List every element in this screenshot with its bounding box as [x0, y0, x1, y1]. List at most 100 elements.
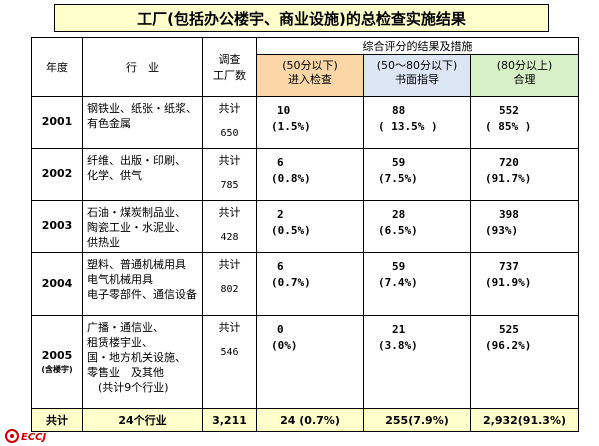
industry-cell: 钢铁业、纸张・纸浆、 有色金属 — [82, 96, 203, 149]
year-value: 2002 — [41, 167, 73, 180]
year-cell: 2003 — [31, 200, 83, 253]
table-row: 2001 钢铁业、纸张・纸浆、 有色金属 共计 650 10 (1.5%) 88 ( 13.5%… — [31, 96, 579, 149]
count-value: 785 — [220, 180, 239, 191]
header-col1-line2: 进入检查 — [288, 73, 332, 86]
reasonable-percent: (93%) — [485, 224, 519, 237]
inspection-cell: 10 (1.5%) — [256, 96, 364, 149]
count-label: 共计 — [218, 102, 241, 115]
industry-line: 电子零部件、通信设备 — [87, 288, 197, 301]
inspection-count: 2 — [277, 208, 284, 221]
industry-cell: 广播・通信业、 租赁楼宇业、国・地方机关设施、 零售业 及其他 (共计9个行业) — [82, 315, 203, 409]
total-industry: 24个行业 — [82, 408, 203, 432]
header-col2-line2: 书面指导 — [395, 73, 439, 86]
reasonable-percent: (91.7%) — [485, 172, 532, 185]
count-cell: 共计 650 — [202, 96, 257, 149]
header-year: 年度 — [31, 37, 83, 97]
total-inspection: 24 (0.7%) — [256, 408, 364, 432]
year-value: 2004 — [41, 276, 73, 290]
inspection-percent: (0.8%) — [271, 172, 311, 185]
count-label: 共计 — [218, 258, 241, 271]
header-col3-line1: (80分以上) — [496, 59, 553, 72]
reasonable-percent: (91.9%) — [485, 276, 532, 289]
header-col3-line2: 合理 — [513, 73, 536, 86]
industry-line: (共计9个行业) — [87, 381, 169, 394]
industry-line: 租赁楼宇业、 — [87, 336, 153, 349]
header-results-group: 综合评分的结果及措施 — [256, 37, 579, 55]
inspection-percent: (0%) — [271, 339, 298, 352]
industry-line: 供热业 — [87, 236, 120, 249]
reasonable-count: 737 — [499, 260, 519, 273]
total-written: 255(7.9%) — [363, 408, 471, 432]
written-cell: 21 (3.8%) — [363, 315, 471, 409]
reasonable-cell: 552 ( 85% ) — [470, 96, 579, 149]
header-count: 调查 工厂数 — [202, 37, 257, 97]
industry-line: 国・地方机关设施、 — [87, 351, 186, 364]
inspection-count: 6 — [277, 260, 284, 273]
count-label: 共计 — [218, 154, 241, 167]
industry-line: 纤维、出版・印刷、 — [87, 154, 186, 167]
year-value: 2003 — [41, 219, 73, 232]
reasonable-percent: ( 85% ) — [485, 120, 532, 133]
written-cell: 59 (7.4%) — [363, 252, 471, 316]
reasonable-cell: 720 (91.7%) — [470, 148, 579, 201]
reasonable-cell: 398 (93%) — [470, 200, 579, 253]
inspection-cell: 6 (0.8%) — [256, 148, 364, 201]
header-col2-line1: (50～80分以下) — [376, 59, 458, 72]
industry-line: 化学、供气 — [87, 169, 142, 182]
inspection-percent: (1.5%) — [271, 120, 311, 133]
inspection-percent: (0.7%) — [271, 276, 311, 289]
inspection-count: 6 — [277, 156, 284, 169]
inspection-percent: (0.5%) — [271, 224, 311, 237]
page-title: 工厂(包括办公楼宇、商业设施)的总检查实施结果 — [54, 4, 549, 32]
written-percent: (7.4%) — [378, 276, 418, 289]
header-col-written: (50～80分以下) 书面指导 — [363, 54, 471, 97]
year-cell: 2004 — [31, 252, 83, 316]
count-cell: 共计 428 — [202, 200, 257, 253]
industry-line: 石油・煤炭制品业、 — [87, 206, 186, 219]
written-count: 88 — [392, 104, 406, 117]
industry-line: 广播・通信业、 — [87, 321, 164, 334]
reasonable-count: 525 — [499, 323, 519, 336]
industry-line: 有色金属 — [87, 117, 131, 130]
industry-line: 零售业 及其他 — [87, 366, 164, 379]
count-value: 802 — [220, 284, 239, 295]
written-percent: (3.8%) — [378, 339, 418, 352]
header-col1-line1: (50分以下) — [282, 59, 338, 72]
written-percent: ( 13.5% ) — [378, 120, 438, 133]
industry-line: 陶瓷工业・水泥业、 — [87, 221, 186, 234]
industry-line: 塑料、普通机械用具 — [87, 258, 186, 271]
count-cell: 共计 546 — [202, 315, 257, 409]
eccj-logo-text: ECCJ — [21, 432, 47, 443]
header-count-line1: 调查 — [218, 53, 241, 66]
total-label: 共计 — [31, 408, 83, 432]
written-count: 28 — [392, 208, 406, 221]
written-percent: (6.5%) — [378, 224, 418, 237]
table-row: 2005 (含楼宇) 广播・通信业、 租赁楼宇业、 国・地方机关设施、 零售业 及其他 (… — [31, 315, 579, 409]
table-row: 2004 塑料、普通机械用具 电气机械用具 电子零部件、通信设备 共计 802 6 (0.7%… — [31, 252, 579, 316]
header-col-reasonable: (80分以上) 合理 — [470, 54, 579, 97]
header-count-line2: 工厂数 — [213, 69, 246, 82]
written-count: 59 — [392, 156, 406, 169]
reasonable-count: 552 — [499, 104, 519, 117]
inspection-cell: 0 (0%) — [256, 315, 364, 409]
industry-cell: 石油・煤炭制品业、 陶瓷工业・水泥业、 供热业 — [82, 200, 203, 253]
count-value: 428 — [220, 232, 239, 243]
total-row: 共计 24个行业 3,211 24 (0.7%) 255(7.9%) 2,932… — [31, 408, 579, 432]
count-label: 共计 — [218, 321, 241, 334]
year-value: 2005 — [41, 349, 73, 362]
inspection-count: 0 — [277, 323, 284, 336]
inspection-count: 10 — [277, 104, 291, 117]
written-percent: (7.5%) — [378, 172, 418, 185]
industry-line: 钢铁业、纸张・纸浆、 — [87, 102, 197, 115]
written-count: 21 — [392, 323, 406, 336]
total-reasonable: 2,932(91.3%) — [470, 408, 579, 432]
year-value: 2001 — [41, 115, 73, 128]
inspection-cell: 6 (0.7%) — [256, 252, 364, 316]
header-industry: 行 业 — [82, 37, 203, 97]
written-count: 59 — [392, 260, 406, 273]
count-value: 546 — [220, 347, 239, 358]
count-cell: 共计 802 — [202, 252, 257, 316]
results-table: 年度 行 业 调查 工厂数 综合评分的结果及措施 (50分以下) 进入检查 (5… — [31, 37, 579, 432]
table-row: 2003 石油・煤炭制品业、 陶瓷工业・水泥业、 供热业 共计 428 2 (0.5%) 28 (… — [31, 200, 579, 253]
reasonable-count: 398 — [499, 208, 519, 221]
